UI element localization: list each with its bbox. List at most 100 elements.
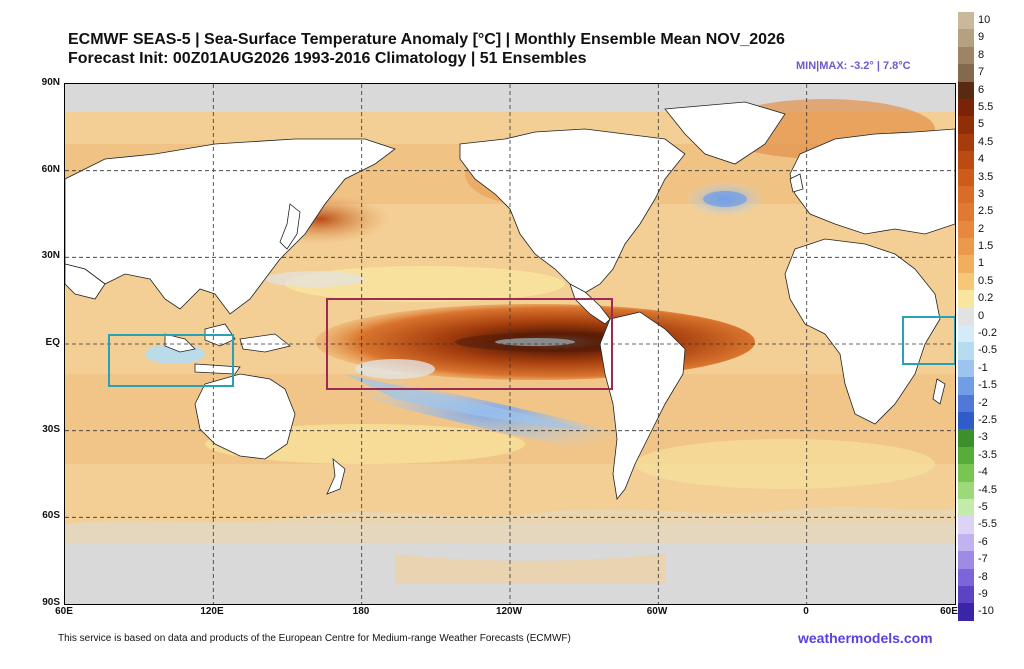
- colorbar-tick-label: -1: [978, 361, 988, 374]
- colorbar-tick-label: 2.5: [978, 205, 994, 218]
- colorbar-swatch: [958, 203, 974, 221]
- lat-label-30s: 30S: [42, 424, 60, 435]
- colorbar-tick-label: 9: [978, 31, 985, 44]
- colorbar-swatch: [958, 220, 974, 239]
- colorbar-swatch: [958, 568, 974, 586]
- colorbar-swatch: [958, 429, 974, 447]
- colorbar-tick-label: 3.5: [978, 170, 994, 183]
- colorbar-swatch: [958, 29, 974, 47]
- lon-label-60w: 60W: [646, 606, 668, 617]
- lat-label-60s: 60S: [42, 510, 60, 521]
- colorbar-tick-label: -5: [978, 500, 988, 513]
- sst-anomaly-map: [64, 83, 956, 605]
- colorbar-swatch: [958, 46, 974, 65]
- colorbar-tick-label: -3: [978, 431, 988, 444]
- colorbar-swatch: [958, 498, 974, 517]
- colorbar-swatch: [958, 185, 974, 204]
- colorbar-swatch: [958, 585, 974, 604]
- colorbar-swatch: [958, 342, 974, 360]
- colorbar-swatch: [958, 12, 974, 30]
- colorbar-tick-label: -2.5: [978, 413, 997, 426]
- north-america: [459, 128, 686, 295]
- land-masses: [65, 101, 955, 500]
- colorbar-tick-label: -1.5: [978, 379, 997, 392]
- colorbar-tick-label: 2: [978, 222, 985, 235]
- title-line-2: Forecast Init: 00Z01AUG2026 1993-2016 Cl…: [68, 50, 587, 67]
- colorbar-tick-label: 1.5: [978, 240, 994, 253]
- europe: [789, 128, 955, 235]
- colorbar-swatch: [958, 394, 974, 412]
- colorbar-tick-label: 4: [978, 153, 985, 166]
- iod-west-box: [902, 316, 955, 365]
- colorbar-tick-label: 7: [978, 66, 985, 79]
- colorbar-tick-label: -8: [978, 570, 988, 583]
- colorbar-swatch: [958, 81, 974, 99]
- colorbar-tick-label: -5.5: [978, 518, 997, 531]
- colorbar-tick-label: -10: [978, 605, 994, 618]
- colorbar-tick-label: -4.5: [978, 483, 997, 496]
- colorbar-swatch: [958, 151, 974, 169]
- colorbar-tick-label: 8: [978, 48, 985, 61]
- colorbar-swatch: [958, 516, 974, 534]
- colorbar-swatch: [958, 168, 974, 186]
- colorbar-labels: 10 9 8 7 6 5.5 5 4.5 4 3.5 3 2.5 2 1.5 1 0.5 0.2 0 -0.2 -0.…: [978, 12, 997, 621]
- colorbar-tick-label: -3.5: [978, 448, 997, 461]
- asia: [65, 138, 396, 315]
- colorbar-tick-label: 0: [978, 309, 985, 322]
- graticule: [65, 84, 955, 604]
- colorbar-swatch: [958, 603, 974, 621]
- map-title: ECMWF SEAS-5 | Sea-Surface Temperature A…: [68, 30, 785, 68]
- colorbar: [958, 12, 974, 621]
- lat-label-60n: 60N: [41, 164, 60, 175]
- colorbar-swatch: [958, 411, 974, 430]
- colorbar-swatch: [958, 481, 974, 499]
- lat-label-90n: 90N: [41, 77, 60, 88]
- colorbar-swatch: [958, 290, 974, 308]
- colorbar-swatch: [958, 359, 974, 378]
- colorbar-tick-label: 1: [978, 257, 985, 270]
- colorbar-swatch: [958, 307, 974, 326]
- colorbar-swatch: [958, 377, 974, 395]
- colorbar-swatch: [958, 464, 974, 482]
- colorbar-swatch: [958, 446, 974, 465]
- title-line-1: ECMWF SEAS-5 | Sea-Surface Temperature A…: [68, 31, 785, 48]
- colorbar-tick-label: -6: [978, 535, 988, 548]
- lon-label-60e: 60E: [55, 606, 73, 617]
- colorbar-tick-label: 0.5: [978, 274, 994, 287]
- min-max-readout: MIN|MAX: -3.2° | 7.8°C: [796, 60, 911, 72]
- colorbar-tick-label: -7: [978, 553, 988, 566]
- colorbar-tick-label: -4: [978, 466, 988, 479]
- lat-label-30n: 30N: [41, 250, 60, 261]
- lon-label-120w: 120W: [495, 606, 523, 617]
- colorbar-swatch: [958, 98, 974, 117]
- colorbar-tick-label: 5: [978, 118, 985, 131]
- colorbar-tick-label: -2: [978, 396, 988, 409]
- colorbar-swatch: [958, 133, 974, 152]
- colorbar-tick-label: 10: [978, 14, 991, 26]
- lon-label-180: 180: [352, 606, 370, 617]
- japan: [279, 203, 301, 250]
- colorbar-swatch: [958, 64, 974, 82]
- australia: [194, 373, 296, 460]
- lon-label-60e-east: 60E: [940, 606, 958, 617]
- colorbar-tick-label: 4.5: [978, 135, 994, 148]
- greenland: [664, 101, 786, 165]
- colorbar-tick-label: -9: [978, 587, 988, 600]
- colorbar-tick-label: -0.5: [978, 344, 997, 357]
- colorbar-tick-label: 5.5: [978, 100, 994, 113]
- brand-link[interactable]: weathermodels.com: [798, 630, 933, 646]
- colorbar-tick-label: 0.2: [978, 292, 994, 305]
- nino-region-box: [326, 298, 613, 390]
- colorbar-tick-label: 6: [978, 83, 985, 96]
- colorbar-swatch: [958, 551, 974, 569]
- colorbar-tick-label: -0.2: [978, 327, 997, 340]
- africa: [784, 238, 941, 425]
- lon-label-120e: 120E: [200, 606, 224, 617]
- attribution-text: This service is based on data and produc…: [58, 633, 571, 644]
- lat-label-eq: EQ: [45, 337, 60, 348]
- colorbar-tick-label: 3: [978, 187, 985, 200]
- map-canvas: [65, 84, 955, 604]
- iod-east-box: [108, 334, 234, 387]
- colorbar-swatch: [958, 533, 974, 552]
- colorbar-swatch: [958, 238, 974, 256]
